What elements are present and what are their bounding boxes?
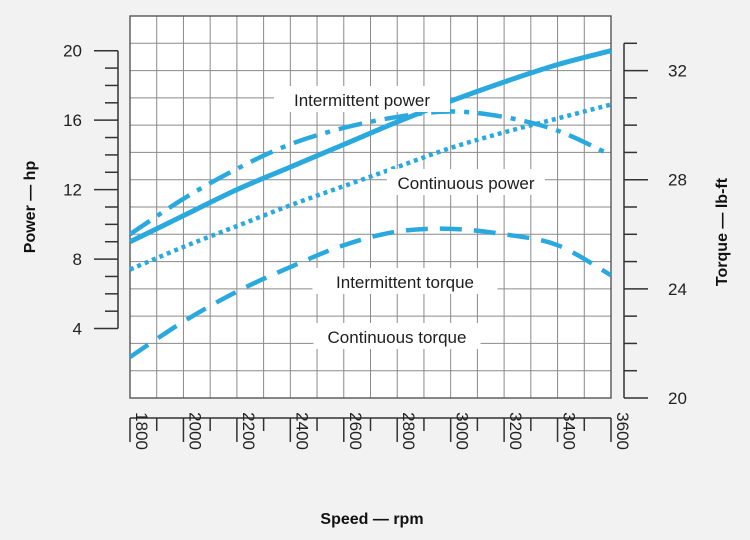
- series-label-intermittent-power: Intermittent power: [294, 91, 430, 110]
- y-right-tick-label: 24: [668, 280, 687, 299]
- series-line-intermittent-power: [128, 48, 612, 244]
- series-line-continuous-torque: [128, 226, 613, 359]
- y-axis-right-title: Torque — lb-ft: [714, 177, 731, 286]
- x-tick-label: 2800: [399, 412, 418, 450]
- y-left-tick-label: 8: [73, 250, 82, 269]
- series-line-intermittent-torque: [128, 109, 612, 237]
- series-label-background: [274, 86, 450, 112]
- series-label-background: [312, 268, 498, 294]
- series-label-intermittent-torque: Intermittent torque: [336, 273, 474, 292]
- x-tick-label: 3000: [453, 412, 472, 450]
- x-tick-label: 2000: [185, 412, 204, 450]
- x-tick-label: 2200: [239, 412, 258, 450]
- axes: 1800 2000 2200 2400 2600 2800 3000 3200 3400 3600…: [63, 42, 687, 450]
- y-axis-left-title: Power — hp: [22, 161, 39, 254]
- series-labels: Intermittent power Continuous power Interm…: [274, 86, 545, 349]
- x-tick-label: 1800: [132, 412, 151, 450]
- x-tick-label: 3400: [560, 412, 579, 450]
- series-label-background: [313, 323, 481, 349]
- y-right-tick-label: 20: [668, 389, 687, 408]
- x-tick-label: 3600: [613, 412, 632, 450]
- series-label-continuous-torque: Continuous torque: [328, 328, 467, 347]
- plot-border: [129, 15, 612, 399]
- x-axis-title: Speed — rpm: [320, 511, 423, 528]
- y-left-tick-label: 12: [63, 181, 82, 200]
- series-line-continuous-power: [129, 102, 612, 272]
- series-label-continuous-power: Continuous power: [397, 174, 534, 193]
- series-lines: [128, 48, 613, 359]
- y-left-tick-label: 20: [63, 42, 82, 61]
- x-tick-label: 3200: [506, 412, 525, 450]
- y-right-tick-label: 32: [668, 62, 687, 81]
- x-tick-label: 2400: [292, 412, 311, 450]
- y-left-tick-label: 4: [73, 320, 82, 339]
- y-left-tick-label: 16: [63, 111, 82, 130]
- series-label-background: [387, 169, 545, 195]
- y-right-tick-label: 28: [668, 171, 687, 190]
- x-tick-label: 2600: [346, 412, 365, 450]
